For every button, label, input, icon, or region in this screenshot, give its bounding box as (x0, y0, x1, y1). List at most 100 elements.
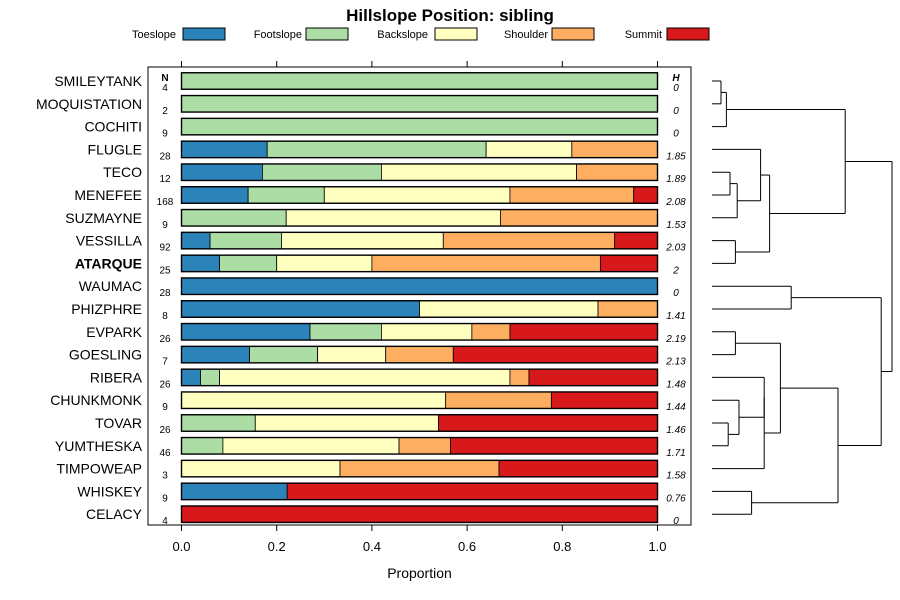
dendrogram-merge (712, 376, 765, 418)
row-n: 9 (162, 220, 168, 231)
bar-row-smileytank: SMILEYTANK 4 0 (54, 72, 679, 94)
row-h: 1.89 (666, 174, 686, 185)
x-tick-label: 0.4 (363, 539, 381, 554)
bar-outline (180, 459, 659, 478)
bar-segment-backslope (419, 300, 599, 318)
row-h: 1.53 (666, 220, 686, 231)
row-label: WAUMAC (79, 278, 142, 294)
bar-segment-toeslope (181, 323, 311, 341)
legend-label-footslope: Footslope (254, 29, 302, 41)
row-n: 8 (162, 311, 168, 322)
dendrogram-merge (791, 297, 882, 446)
x-tick-label: 0.0 (172, 539, 190, 554)
bar-segment-summit (181, 505, 658, 523)
row-n: 4 (162, 516, 168, 527)
bar-row-phizphre: PHIZPHRE 8 1.41 (71, 300, 686, 322)
row-n: 26 (159, 379, 171, 390)
dendrogram-merge (712, 422, 729, 447)
bar-segment-footslope (181, 437, 224, 455)
bar-outline (180, 345, 659, 364)
bar-segment-backslope (485, 140, 573, 159)
bar-outline (180, 140, 659, 159)
row-h: 1.85 (666, 151, 686, 162)
bar-row-vessilla: VESSILLA 92 2.03 (76, 231, 686, 254)
row-label: CELACY (86, 506, 143, 522)
x-axis-label: Proportion (387, 565, 452, 581)
bar-outline (180, 277, 659, 296)
bar-segment-backslope (181, 391, 447, 409)
bar-segment-footslope (200, 368, 220, 387)
legend-swatch-toeslope (182, 27, 226, 41)
dendrogram-merge (712, 80, 722, 105)
bar-segment-shoulder (471, 323, 511, 341)
bar-segment-shoulder (339, 459, 500, 478)
bar-outline (180, 505, 659, 524)
row-n: 92 (159, 243, 171, 254)
dendrogram-merge (712, 171, 731, 196)
bar-segment-shoulder (385, 345, 454, 364)
x-tick-label: 0.8 (553, 539, 571, 554)
bar-segment-toeslope (181, 345, 250, 364)
row-h: 1.41 (666, 311, 685, 322)
row-h: 1.58 (666, 471, 686, 482)
bar-segment-toeslope (181, 231, 211, 250)
bar-segment-toeslope (181, 482, 288, 501)
bar-segment-footslope (181, 72, 658, 90)
dendrogram-merge (712, 397, 765, 470)
bar-segment-backslope (323, 186, 511, 204)
bar-segment-summit (528, 368, 658, 387)
bar-segment-shoulder (597, 300, 658, 318)
bar-row-cochiti: COCHITI 9 0 (84, 117, 679, 140)
bar-row-waumac: WAUMAC 28 0 (79, 277, 679, 299)
row-n: 12 (159, 174, 171, 185)
row-label: MENEFEE (74, 187, 142, 203)
bar-row-suzmayne: SUZMAYNE 9 1.53 (65, 208, 686, 231)
row-label: RIBERA (90, 369, 143, 385)
legend-swatch-backslope (434, 27, 478, 41)
bar-segment-backslope (222, 437, 400, 455)
row-label: FLUGLE (88, 141, 142, 157)
bar-segment-summit (450, 437, 658, 455)
dendrogram (712, 80, 893, 515)
bar-row-yumtheska: YUMTHESKA 46 1.71 (55, 436, 686, 459)
row-n: 28 (159, 151, 171, 162)
row-label: EVPARK (86, 324, 142, 340)
bar-segment-shoulder (500, 209, 658, 227)
bar-row-celacy: CELACY 4 0 (86, 505, 679, 527)
row-label: TIMPOWEAP (56, 461, 142, 477)
row-n: 4 (162, 83, 168, 94)
bar-segment-toeslope (181, 277, 658, 295)
h-column-header: H (672, 73, 680, 84)
bar-segment-summit (599, 254, 658, 273)
dendrogram-merge (712, 490, 753, 515)
legend-label-backslope: Backslope (377, 29, 428, 41)
bar-segment-backslope (285, 209, 501, 227)
bar-segment-footslope (309, 323, 382, 341)
bar-segment-summit (614, 231, 658, 250)
bar-segment-summit (452, 345, 658, 364)
dendrogram-merge (712, 331, 736, 356)
bar-row-menefee: MENEFEE 168 2.08 (74, 186, 686, 208)
top-axis-ticks (181, 61, 658, 67)
bar-segment-summit (498, 459, 658, 478)
bar-segment-shoulder (398, 437, 451, 455)
bar-segment-toeslope (181, 254, 220, 273)
row-label: VESSILLA (76, 233, 143, 249)
x-axis: 0.0 0.2 0.4 0.6 0.8 1.0 (172, 525, 667, 554)
row-label: ATARQUE (75, 255, 142, 271)
bar-segment-footslope (181, 95, 658, 113)
legend-swatch-shoulder (551, 27, 595, 41)
bar-segment-backslope (219, 368, 511, 387)
row-h: 1.48 (666, 379, 686, 390)
bar-segment-toeslope (181, 186, 249, 204)
bar-row-atarque: ATARQUE 25 2 (75, 254, 679, 276)
legend-label-summit: Summit (625, 29, 662, 41)
bar-segment-footslope (209, 231, 282, 250)
legend-label-shoulder: Shoulder (504, 29, 548, 41)
bar-segment-summit (633, 186, 658, 204)
row-h: 2.13 (665, 357, 686, 368)
row-label: GOESLING (69, 347, 142, 363)
bar-segment-footslope (181, 117, 658, 136)
bar-row-chunkmonk: CHUNKMONK 9 1.44 (50, 391, 686, 413)
